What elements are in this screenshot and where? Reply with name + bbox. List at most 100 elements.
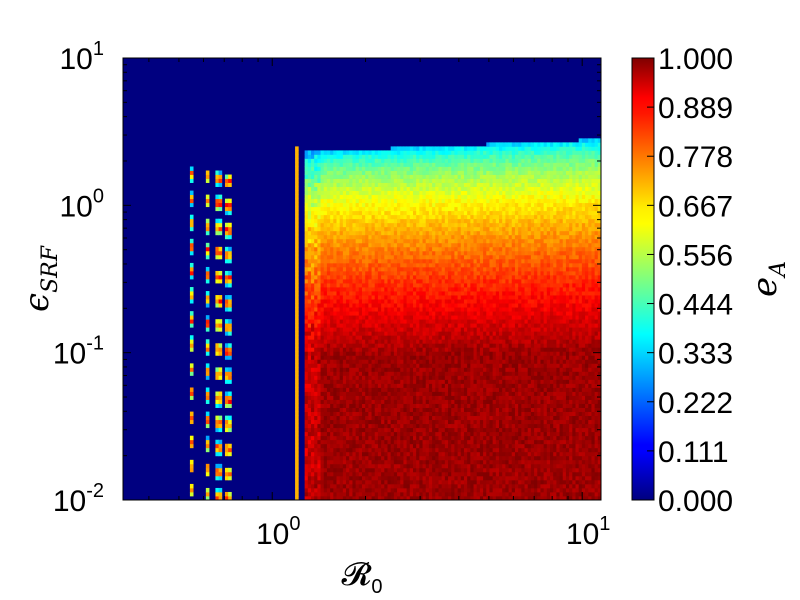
heatmap-cell — [333, 443, 337, 449]
heatmap-cell — [412, 158, 417, 163]
heatmap-cell — [467, 335, 471, 340]
heatmap-cell — [218, 443, 223, 449]
heatmap-cell — [362, 423, 366, 429]
heatmap-cell — [333, 427, 337, 433]
heatmap-cell — [416, 435, 420, 441]
heatmap-cell — [403, 403, 408, 408]
heatmap-cell — [457, 351, 462, 356]
heatmap-cell — [467, 299, 471, 304]
heatmap-cell — [346, 427, 350, 433]
heatmap-cell — [451, 467, 455, 473]
heatmap-cell — [377, 258, 382, 264]
heatmap-cell — [381, 214, 385, 220]
heatmap-cell — [406, 471, 411, 477]
heatmap-cell — [425, 363, 430, 368]
heatmap-cell — [317, 407, 321, 412]
heatmap-cell — [311, 375, 315, 380]
heatmap-cell — [384, 299, 388, 304]
heatmap-cell — [374, 335, 379, 340]
heatmap-cell — [342, 387, 347, 392]
heatmap-cell — [362, 471, 366, 477]
heatmap-cell — [307, 343, 312, 348]
heatmap-cell — [441, 154, 446, 159]
heatmap-cell — [438, 379, 443, 384]
heatmap-cell — [454, 158, 458, 163]
heatmap-cell — [412, 270, 417, 276]
heatmap-cell — [470, 455, 474, 461]
heatmap-cell — [323, 182, 328, 187]
heatmap-cell — [422, 407, 427, 412]
heatmap-cell — [451, 391, 455, 396]
heatmap-cell — [304, 435, 309, 441]
heatmap-cell — [349, 367, 353, 372]
heatmap-cell — [295, 495, 299, 500]
heatmap-cell — [387, 479, 392, 485]
heatmap-cell — [362, 491, 366, 497]
heatmap-cell — [441, 295, 446, 300]
heatmap-cell — [320, 315, 325, 320]
heatmap-cell — [419, 246, 423, 252]
heatmap-cell — [470, 443, 474, 449]
heatmap-cell — [346, 295, 350, 300]
heatmap-cell — [339, 483, 344, 489]
heatmap-cell — [409, 274, 414, 280]
heatmap-cell — [336, 431, 341, 437]
heatmap-cell — [304, 355, 309, 360]
heatmap-cell — [435, 479, 439, 485]
heatmap-cell — [368, 178, 372, 183]
heatmap-cell — [454, 174, 458, 179]
heatmap-cell — [412, 323, 417, 328]
heatmap-cell — [438, 347, 443, 352]
heatmap-cell — [355, 210, 360, 216]
heatmap-cell — [448, 403, 452, 408]
heatmap-cell — [224, 246, 229, 252]
heatmap-cell — [425, 387, 430, 392]
heatmap-cell — [406, 439, 411, 445]
heatmap-cell — [460, 375, 465, 380]
heatmap-cell — [371, 291, 376, 296]
heatmap-cell — [460, 387, 465, 392]
heatmap-cell — [441, 238, 446, 244]
heatmap-cell — [463, 439, 468, 445]
heatmap-cell — [307, 379, 312, 384]
heatmap-cell — [451, 186, 455, 191]
heatmap-cell — [365, 443, 369, 449]
heatmap-cell — [336, 435, 341, 441]
heatmap-cell — [432, 403, 436, 408]
heatmap-cell — [339, 254, 344, 260]
heatmap-cell — [425, 447, 430, 453]
heatmap-cell — [409, 230, 414, 236]
heatmap-cell — [470, 270, 474, 276]
heatmap-cell — [390, 234, 395, 240]
heatmap-cell — [412, 339, 417, 344]
heatmap-cell — [339, 391, 344, 396]
heatmap-cell — [448, 423, 452, 429]
heatmap-cell — [368, 218, 372, 224]
heatmap-cell — [224, 495, 229, 500]
heatmap-cell — [403, 258, 408, 264]
heatmap-cell — [409, 166, 414, 171]
heatmap-cell — [432, 423, 436, 429]
heatmap-cell — [419, 274, 423, 280]
heatmap-cell — [438, 254, 443, 260]
heatmap-cell — [400, 274, 404, 280]
heatmap-cell — [368, 403, 372, 408]
heatmap-cell — [205, 274, 210, 280]
heatmap-cell — [451, 262, 455, 268]
heatmap-cell — [336, 299, 341, 304]
heatmap-cell — [438, 375, 443, 380]
heatmap-cell — [387, 467, 392, 473]
heatmap-cell — [470, 299, 474, 304]
heatmap-cell — [451, 395, 455, 400]
heatmap-cell — [323, 226, 328, 232]
heatmap-cell — [377, 331, 382, 336]
heatmap-cell — [454, 355, 458, 360]
heatmap-cell — [323, 234, 328, 240]
heatmap-cell — [393, 218, 398, 224]
heatmap-cell — [368, 391, 372, 396]
heatmap-cell — [406, 202, 411, 208]
heatmap-cell — [339, 323, 344, 328]
heatmap-cell — [323, 431, 328, 437]
heatmap-cell — [215, 198, 219, 204]
heatmap-cell — [368, 291, 372, 296]
